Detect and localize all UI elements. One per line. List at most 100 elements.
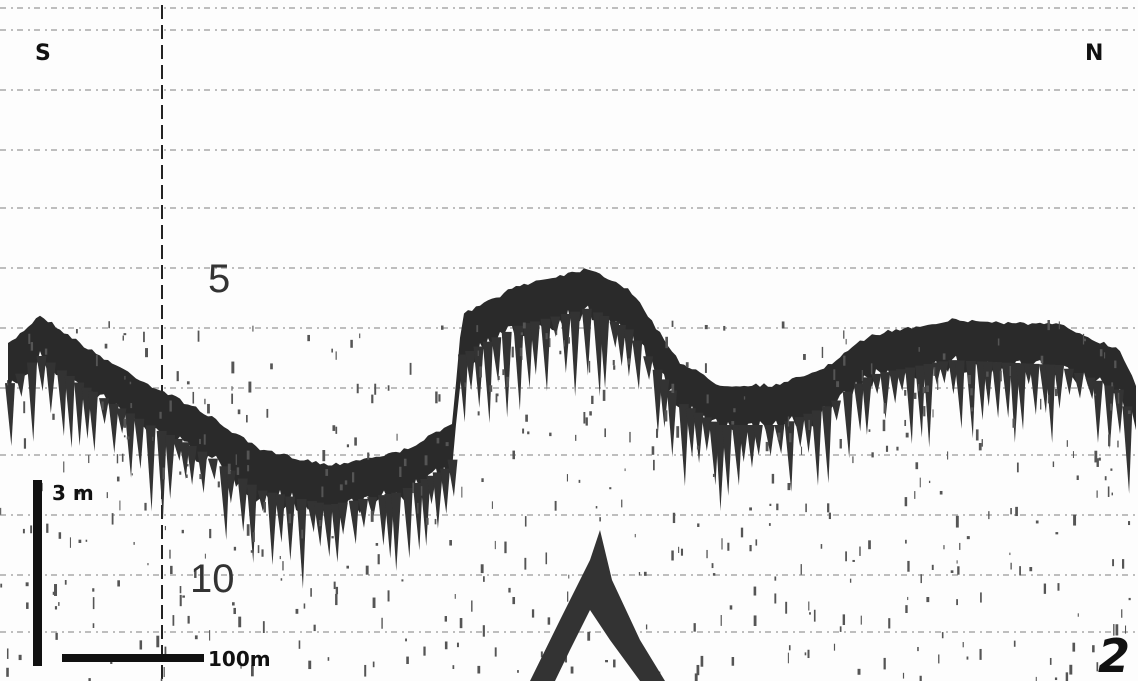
noise — [680, 548, 684, 556]
noise — [1082, 333, 1085, 345]
noise — [85, 539, 88, 542]
noise — [322, 450, 326, 462]
noise — [774, 593, 777, 604]
noise — [852, 456, 854, 464]
noise — [975, 429, 979, 441]
noise — [1069, 664, 1073, 675]
noise — [1128, 521, 1131, 526]
noise — [883, 403, 886, 414]
noise — [303, 603, 306, 609]
noise — [919, 675, 922, 681]
noise — [123, 435, 126, 438]
echo-drip — [905, 367, 916, 444]
horizontal-scale-label: 100m — [208, 647, 271, 671]
noise — [1117, 440, 1119, 448]
noise — [833, 369, 836, 380]
noise — [261, 549, 264, 557]
noise — [476, 325, 479, 333]
noise — [1010, 508, 1012, 515]
noise — [377, 554, 380, 565]
noise — [248, 381, 252, 393]
noise — [804, 652, 807, 656]
noise — [671, 320, 674, 327]
noise — [1009, 365, 1012, 377]
noise — [426, 517, 429, 525]
noise — [915, 462, 919, 470]
noise — [1065, 672, 1069, 681]
noise — [6, 648, 9, 659]
noise — [1013, 640, 1016, 647]
echo-drip — [482, 341, 493, 424]
echo-drip — [246, 484, 257, 564]
noise — [821, 346, 824, 358]
noise — [1012, 418, 1016, 428]
noise — [979, 648, 982, 660]
noise — [238, 616, 242, 628]
noise — [88, 678, 91, 681]
noise — [931, 564, 934, 570]
noise — [280, 578, 283, 581]
noise — [643, 571, 647, 576]
noise — [583, 411, 586, 424]
noise — [522, 428, 525, 434]
echo-drip — [746, 425, 757, 468]
noise — [861, 370, 863, 382]
noise — [1110, 468, 1113, 471]
noise — [676, 426, 680, 438]
noise — [169, 400, 172, 412]
noise — [653, 459, 655, 471]
echo-drip — [412, 482, 423, 551]
noise — [95, 354, 98, 367]
noise — [1040, 398, 1042, 410]
noise — [727, 542, 730, 551]
noise — [849, 578, 852, 583]
noise — [495, 393, 498, 403]
noise — [711, 563, 714, 569]
noise — [131, 473, 133, 476]
echo-drip — [125, 413, 136, 478]
noise — [599, 517, 601, 522]
noise — [771, 473, 775, 484]
noise — [270, 363, 273, 370]
noise — [22, 528, 25, 534]
noise — [143, 331, 145, 343]
noise — [364, 664, 367, 677]
noise — [231, 386, 233, 391]
noise — [246, 450, 250, 460]
noise — [555, 330, 558, 335]
noise — [459, 618, 463, 629]
noise — [28, 333, 31, 344]
echo-drip — [306, 501, 317, 533]
echo-drip — [1054, 364, 1065, 409]
noise — [331, 536, 334, 539]
noise — [1104, 352, 1106, 359]
noise — [1108, 434, 1111, 447]
noise — [194, 635, 198, 640]
noise — [920, 574, 922, 584]
noise — [339, 484, 343, 491]
noise — [907, 596, 909, 601]
noise — [282, 561, 284, 571]
noise — [836, 381, 840, 388]
noise — [645, 624, 648, 630]
noise — [6, 380, 9, 386]
noise — [387, 590, 390, 602]
noise — [217, 481, 220, 488]
noise — [803, 354, 806, 360]
echo-drip — [420, 478, 431, 547]
noise — [64, 579, 67, 585]
noise — [54, 606, 58, 610]
noise — [1057, 583, 1060, 591]
noise — [729, 605, 733, 610]
noise — [77, 489, 81, 495]
noise — [776, 503, 779, 511]
noise — [549, 432, 552, 437]
noise — [350, 339, 353, 348]
echo-drip — [513, 325, 524, 411]
north-label: N — [1085, 41, 1103, 66]
noise — [860, 615, 862, 625]
noise — [512, 597, 516, 605]
noise — [494, 540, 496, 550]
noise — [1049, 657, 1052, 665]
